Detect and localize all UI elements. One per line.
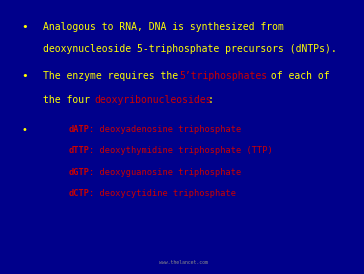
Text: : deoxycytidine triphosphate: : deoxycytidine triphosphate (90, 189, 237, 198)
Text: :: : (208, 95, 214, 105)
Text: The enzyme requires the: The enzyme requires the (43, 71, 183, 81)
Text: •: • (21, 71, 28, 81)
Text: : deoxythymidine triphosphate (TTP): : deoxythymidine triphosphate (TTP) (90, 146, 273, 155)
Text: 5’triphosphates: 5’triphosphates (179, 71, 268, 81)
Text: the four: the four (43, 95, 95, 105)
Text: of each of: of each of (265, 71, 329, 81)
Text: dTTP: dTTP (69, 146, 90, 155)
Text: dATP: dATP (69, 125, 90, 134)
Text: Analogous to RNA, DNA is synthesized from: Analogous to RNA, DNA is synthesized fro… (43, 22, 284, 32)
Text: deoxynucleoside 5-triphosphate precursors (dNTPs).: deoxynucleoside 5-triphosphate precursor… (43, 44, 336, 54)
Text: dCTP: dCTP (69, 189, 90, 198)
Text: dGTP: dGTP (69, 168, 90, 177)
Text: : deoxyguanosine triphosphate: : deoxyguanosine triphosphate (90, 168, 242, 177)
Text: www.thelancet.com: www.thelancet.com (159, 259, 208, 265)
Text: •: • (21, 125, 27, 135)
Text: : deoxyadenosine triphosphate: : deoxyadenosine triphosphate (90, 125, 242, 134)
Text: deoxyribonucleosides: deoxyribonucleosides (94, 95, 211, 105)
Text: •: • (21, 22, 28, 32)
